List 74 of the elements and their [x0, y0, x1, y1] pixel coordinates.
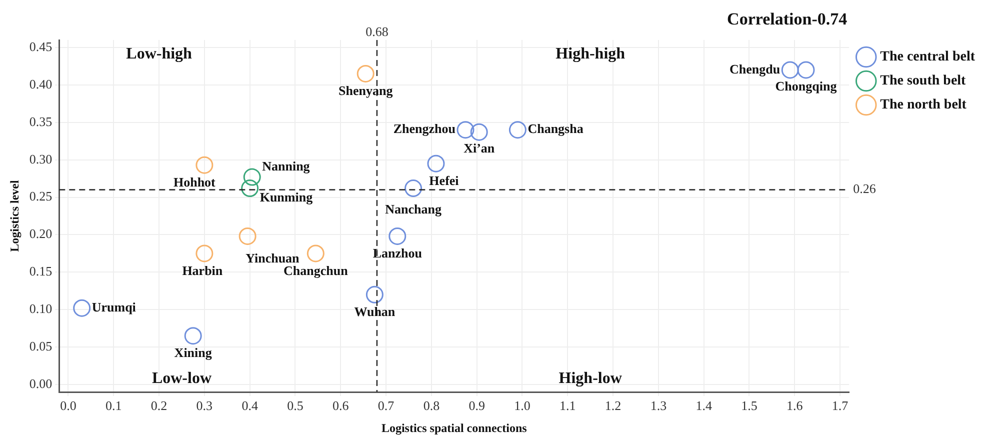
annotation: Wuhan	[354, 304, 396, 319]
x-tick-label: 0.7	[378, 398, 395, 414]
annotation: Chongqing	[775, 78, 838, 94]
annotation: High-low	[558, 370, 622, 387]
annotation: Nanning	[262, 158, 310, 174]
y-tick-label: 0.00	[29, 376, 52, 391]
x-tick-label: 0.1	[106, 398, 122, 414]
point	[797, 61, 815, 79]
x-tick-label: 0.8	[423, 398, 440, 414]
annotation: Xi’an	[464, 140, 496, 156]
annotation: Zhengzhou	[393, 121, 456, 136]
x-tick-label: 0.5	[287, 398, 304, 414]
point	[388, 227, 406, 245]
annotation: Hohhot	[173, 174, 216, 190]
chart-title: Correlation-0.74	[727, 9, 848, 28]
point	[306, 244, 324, 262]
ref-line-label: 0.68	[366, 24, 388, 39]
x-tick-label: 0.4	[242, 398, 258, 414]
annotation: Kunming	[260, 190, 314, 205]
point	[196, 244, 214, 262]
y-axis-title: Logistics level	[7, 180, 22, 252]
x-tick-label: 1.6	[786, 398, 804, 414]
annotation: Urumqi	[92, 299, 136, 314]
point	[238, 227, 256, 245]
x-tick-label: 1.5	[741, 398, 758, 414]
point	[73, 299, 91, 317]
legend-label: The central belt	[880, 50, 976, 65]
annotation: Harbin	[182, 262, 224, 278]
point	[427, 154, 445, 172]
annotation: Hefei	[429, 172, 460, 188]
annotation: Xining	[174, 345, 212, 360]
x-tick-label: 1.7	[832, 398, 849, 414]
y-tick-label: 0.40	[29, 76, 52, 92]
y-tick-label: 0.10	[29, 301, 52, 316]
point	[184, 327, 202, 345]
point	[456, 121, 474, 139]
point	[366, 286, 384, 304]
annotation: High-high	[556, 46, 626, 63]
annotation: Low-low	[152, 370, 212, 387]
point	[470, 123, 488, 141]
x-tick-label: 0.0	[60, 398, 76, 414]
x-tick-label: 0.6	[332, 398, 350, 414]
annotation: Shenyang	[338, 83, 394, 98]
x-tick-label: 0.2	[150, 398, 168, 414]
legend-label: The north belt	[880, 98, 967, 113]
y-tick-label: 0.25	[29, 188, 52, 204]
y-tick-label: 0.30	[29, 151, 52, 166]
ref-line-label: 0.26	[853, 181, 876, 196]
y-tick-label: 0.20	[29, 226, 52, 242]
annotation: Lanzhou	[372, 246, 422, 261]
x-axis-title: Logistics spatial connections	[381, 420, 528, 435]
x-tick-label: 0.3	[196, 398, 213, 414]
annotation: Chengdu	[730, 61, 780, 76]
legend-label: The south belt	[880, 74, 966, 89]
annotation: Low-high	[126, 46, 192, 63]
point	[196, 156, 214, 174]
point	[508, 121, 526, 139]
x-tick-label: 0.9	[468, 398, 485, 414]
y-tick-label: 0.05	[29, 338, 52, 354]
annotation: Changsha	[528, 121, 584, 136]
annotation: Nanchang	[385, 202, 442, 217]
point	[243, 168, 261, 186]
y-tick-label: 0.45	[29, 38, 52, 54]
point	[781, 61, 799, 79]
x-tick-label: 1.4	[696, 398, 712, 414]
x-tick-label: 1.0	[514, 398, 530, 414]
x-tick-label: 1.3	[650, 398, 667, 414]
x-tick-label: 1.2	[604, 398, 622, 414]
point	[356, 64, 374, 82]
x-tick-label: 1.1	[560, 398, 576, 414]
point	[404, 180, 422, 198]
y-tick-label: 0.15	[29, 264, 52, 279]
y-tick-label: 0.35	[29, 114, 52, 129]
point	[241, 180, 259, 198]
